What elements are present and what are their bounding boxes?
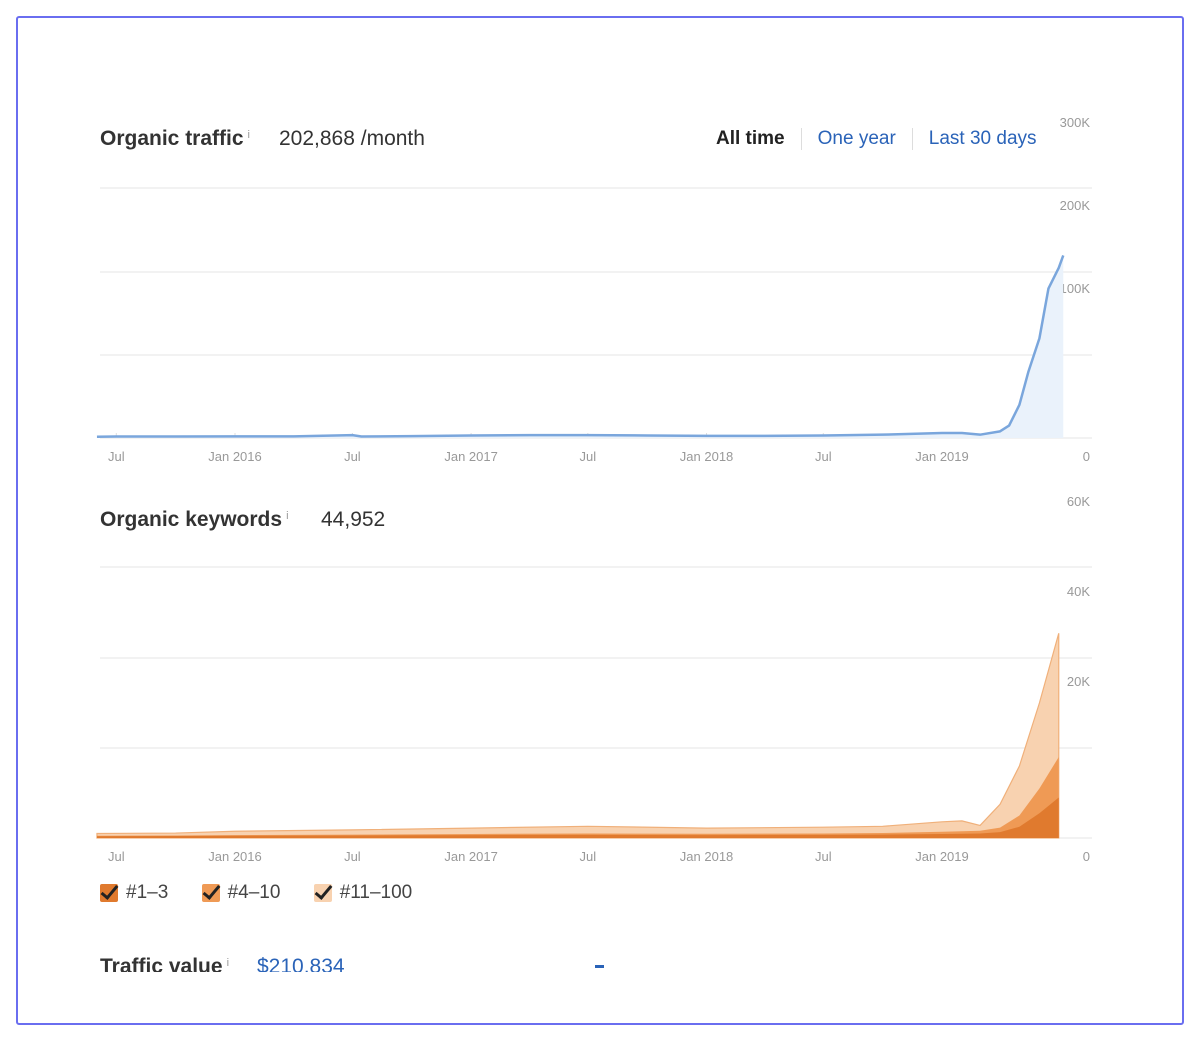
- checkbox-checked-icon[interactable]: [100, 884, 118, 902]
- keywords-x-tick-label: Jul: [580, 849, 597, 864]
- keywords-x-tick-label: Jul: [815, 849, 832, 864]
- tab-last-30-days[interactable]: Last 30 days: [928, 128, 1037, 149]
- info-icon[interactable]: i: [226, 957, 230, 969]
- traffic-x-tick-label: Jul: [580, 449, 597, 464]
- keywords-area-11-100: [96, 633, 1060, 839]
- checkbox-checked-icon[interactable]: [201, 884, 220, 902]
- page-frame: [16, 16, 1184, 1025]
- keywords-y-tick-label: 20K: [1067, 674, 1090, 689]
- traffic-x-tick-label: Jan 2017: [444, 449, 498, 464]
- legend-label: #11–100: [339, 882, 413, 903]
- keywords-legend: #1–3 #4–10 #11–100: [100, 882, 440, 908]
- traffic-line: [96, 254, 1065, 439]
- traffic-value-label: Traffic value: [100, 955, 223, 972]
- traffic-y-tick-label: 300K: [1060, 115, 1091, 130]
- keywords-x-tick-label: Jan 2017: [444, 849, 498, 864]
- organic-traffic-label: Organic traffic: [100, 127, 244, 150]
- traffic-x-tick-label: Jul: [108, 449, 125, 464]
- keywords-x-tick-label: Jan 2019: [915, 849, 969, 864]
- tab-all-time[interactable]: All time: [700, 128, 802, 150]
- traffic-x-tick-label: Jul: [815, 449, 832, 464]
- keywords-x-tick-label: Jan 2016: [208, 849, 262, 864]
- traffic-x-tick-label: Jan 2018: [680, 449, 734, 464]
- traffic-y-tick-label: 200K: [1060, 198, 1091, 213]
- keywords-x-tick-label: Jan 2018: [680, 849, 734, 864]
- organic-traffic-value: 202,868 /month: [279, 127, 425, 150]
- range-tabs: All time One year Last 30 days: [700, 128, 1053, 150]
- checkbox-checked-icon[interactable]: [313, 884, 332, 902]
- traffic-y-tick-label: 0: [1083, 449, 1090, 464]
- traffic-value-row: Traffic value i $210,834: [100, 955, 620, 972]
- traffic-x-tick-label: Jul: [344, 449, 361, 464]
- traffic-area: [96, 255, 1064, 438]
- keywords-area-top3: [96, 797, 1059, 838]
- legend-item-11-100[interactable]: #11–100: [313, 882, 413, 904]
- legend-item-4-10[interactable]: #4–10: [201, 882, 281, 904]
- traffic-value-title: Traffic value i: [100, 955, 229, 972]
- dash-marker: [595, 965, 604, 968]
- tab-one-year[interactable]: One year: [802, 128, 913, 150]
- organic-keywords-label: Organic keywords: [100, 508, 283, 531]
- legend-label: #4–10: [227, 882, 281, 903]
- keywords-y-tick-label: 60K: [1067, 494, 1090, 509]
- organic-keywords-title: Organic keywords i: [100, 508, 289, 532]
- organic-keywords-value: 44,952: [321, 508, 386, 531]
- info-icon[interactable]: i: [286, 510, 289, 522]
- keywords-y-tick-label: 0: [1083, 849, 1090, 864]
- keywords-y-tick-label: 40K: [1067, 584, 1090, 599]
- traffic-value-amount[interactable]: $210,834: [257, 955, 345, 972]
- keywords-x-tick-label: Jul: [108, 849, 125, 864]
- traffic-x-tick-label: Jan 2016: [208, 449, 262, 464]
- traffic-y-tick-label: 100K: [1060, 281, 1091, 296]
- traffic-x-tick-label: Jan 2019: [915, 449, 969, 464]
- keywords-x-tick-label: Jul: [344, 849, 361, 864]
- legend-label: #1–3: [126, 882, 169, 903]
- info-icon[interactable]: i: [247, 129, 250, 141]
- legend-item-top3[interactable]: #1–3: [100, 882, 168, 904]
- organic-traffic-title: Organic traffic i: [100, 127, 250, 151]
